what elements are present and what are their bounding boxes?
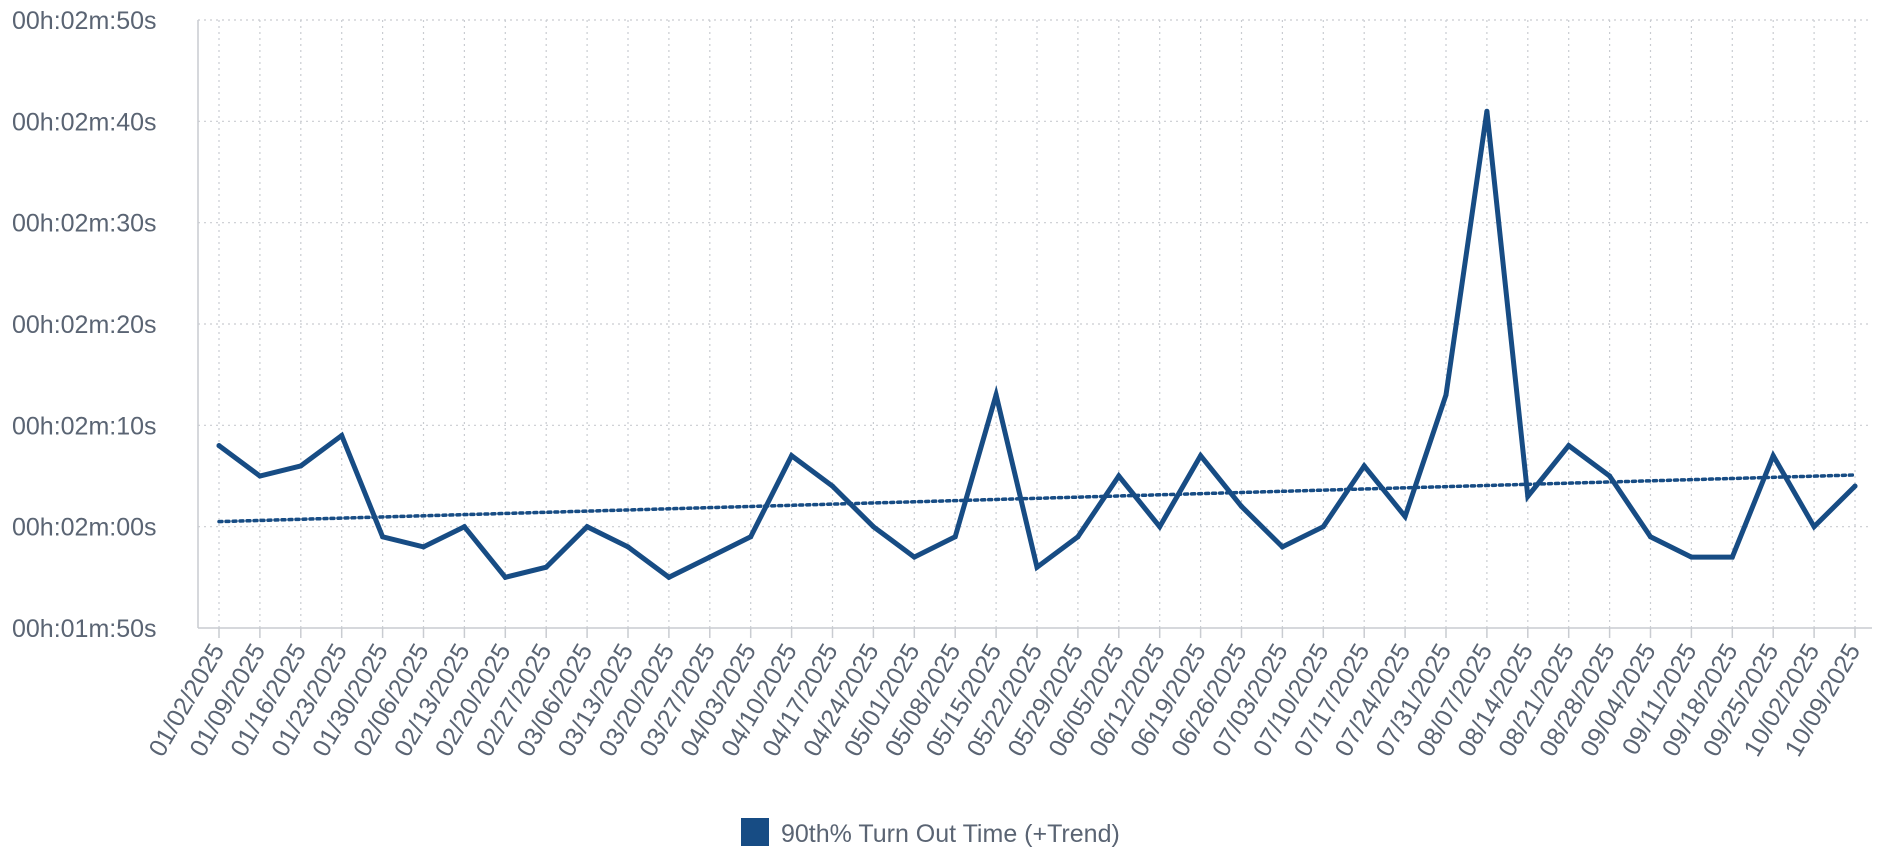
data-point bbox=[1198, 453, 1204, 459]
data-point bbox=[1279, 544, 1285, 550]
data-point bbox=[1566, 443, 1572, 449]
data-point bbox=[1484, 108, 1490, 114]
y-tick-label: 00h:02m:30s bbox=[12, 210, 157, 238]
data-point bbox=[1075, 534, 1081, 540]
data-point bbox=[339, 432, 345, 438]
data-point bbox=[1239, 503, 1244, 509]
data-point bbox=[1688, 554, 1694, 560]
data-point bbox=[298, 463, 304, 469]
data-point bbox=[1811, 524, 1817, 530]
legend-swatch[interactable] bbox=[741, 818, 769, 846]
data-point bbox=[870, 524, 876, 530]
data-point bbox=[1852, 483, 1858, 489]
y-tick-label: 00h:02m:00s bbox=[12, 514, 157, 542]
data-point bbox=[789, 453, 795, 459]
data-point bbox=[1116, 473, 1122, 479]
y-tick-label: 00h:02m:10s bbox=[12, 412, 157, 440]
data-point bbox=[1525, 493, 1531, 499]
data-point bbox=[543, 564, 549, 570]
data-point bbox=[707, 554, 713, 560]
data-point bbox=[1361, 463, 1367, 469]
y-tick-label: 00h:02m:50s bbox=[12, 7, 157, 35]
data-point bbox=[1729, 554, 1735, 560]
data-point bbox=[1157, 524, 1163, 530]
data-point bbox=[911, 554, 917, 560]
data-point bbox=[461, 524, 467, 530]
data-point bbox=[1034, 564, 1040, 570]
legend-label[interactable]: 90th% Turn Out Time (+Trend) bbox=[781, 820, 1120, 848]
data-point bbox=[1402, 514, 1408, 520]
data-point bbox=[1443, 392, 1449, 398]
data-point bbox=[625, 544, 631, 550]
data-point bbox=[830, 483, 835, 489]
data-point bbox=[421, 544, 426, 550]
data-point bbox=[380, 534, 386, 540]
data-point bbox=[1770, 453, 1776, 459]
data-point bbox=[952, 534, 958, 540]
legend[interactable]: 90th% Turn Out Time (+Trend) bbox=[741, 818, 1120, 848]
y-tick-label: 00h:02m:40s bbox=[12, 108, 157, 136]
data-point bbox=[993, 392, 999, 398]
trend-line bbox=[217, 473, 1857, 524]
data-point bbox=[748, 534, 754, 540]
data-point bbox=[502, 574, 508, 580]
data-point bbox=[1648, 534, 1653, 540]
data-point bbox=[584, 524, 590, 530]
y-tick-label: 00h:02m:20s bbox=[12, 311, 157, 339]
data-point bbox=[666, 574, 672, 580]
data-point bbox=[1607, 473, 1613, 479]
y-tick-label: 00h:01m:50s bbox=[12, 615, 157, 643]
data-point bbox=[216, 443, 222, 449]
data-point bbox=[257, 473, 263, 479]
data-point bbox=[1320, 524, 1326, 530]
